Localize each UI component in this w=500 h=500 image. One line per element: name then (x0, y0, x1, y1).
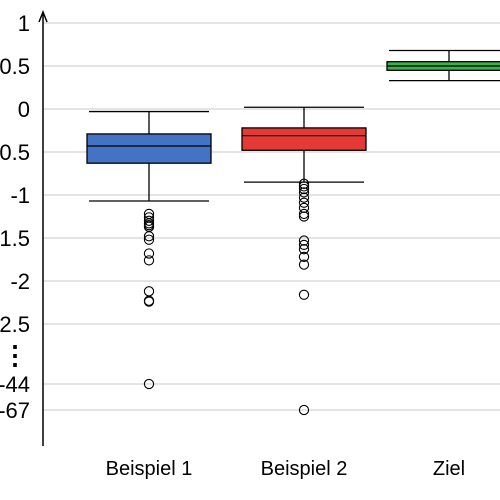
box-1 (86, 110, 212, 390)
y-tick-labels: 1 0.5 0 -0.5 -1 -1.5 -2 -2.5 -44-67 (0, 11, 30, 423)
iqr-box (241, 127, 367, 151)
box-2 (241, 106, 367, 416)
box-3 (386, 49, 500, 82)
outlier-point (298, 251, 310, 263)
outlier-point (143, 234, 155, 245)
y-tick-label: -44 (0, 372, 30, 397)
outlier-point (143, 248, 155, 259)
outlier-point (298, 211, 310, 222)
y-tick-label: -67 (0, 398, 30, 423)
outlier-point (143, 378, 155, 390)
outlier-point (143, 231, 155, 242)
outlier-point (143, 286, 155, 297)
outlier-point (298, 404, 310, 416)
outlier-point (298, 239, 310, 251)
category-label: Beispiel 1 (106, 458, 193, 480)
boxes (86, 49, 500, 416)
outlier-point (143, 296, 155, 307)
y-tick-label: -2.5 (0, 312, 30, 337)
y-axis (38, 9, 48, 446)
y-tick-label: -0.5 (0, 140, 30, 165)
outlier-point (298, 197, 310, 208)
y-tick-label: -2 (10, 269, 30, 294)
y-tick-label: -1.5 (0, 226, 30, 251)
outlier-point (298, 244, 310, 255)
y-axis-arrow (38, 9, 48, 23)
outlier-point (298, 208, 310, 220)
y-tick-label: -1 (10, 183, 30, 208)
y-tick-label: 0 (18, 97, 30, 122)
y-tick-label: 0.5 (0, 54, 30, 79)
outlier-point (298, 202, 310, 214)
outlier-point (298, 181, 310, 192)
outlier-point (298, 178, 310, 189)
outlier-point (298, 192, 310, 203)
axis-break-label: ⋮ (2, 340, 28, 370)
outlier-point (298, 235, 310, 246)
category-label: Ziel (433, 458, 465, 480)
outlier-point (298, 259, 310, 270)
category-labels: Beispiel 1 Beispiel 2 Ziel (106, 458, 465, 480)
outlier-point (143, 215, 155, 226)
outlier-point (298, 289, 310, 300)
iqr-box (86, 133, 212, 164)
outlier-point (143, 255, 155, 266)
outlier-point (298, 187, 310, 198)
y-tick-label: 1 (18, 11, 30, 36)
outlier-point (298, 183, 310, 195)
category-label: Beispiel 2 (261, 458, 348, 480)
